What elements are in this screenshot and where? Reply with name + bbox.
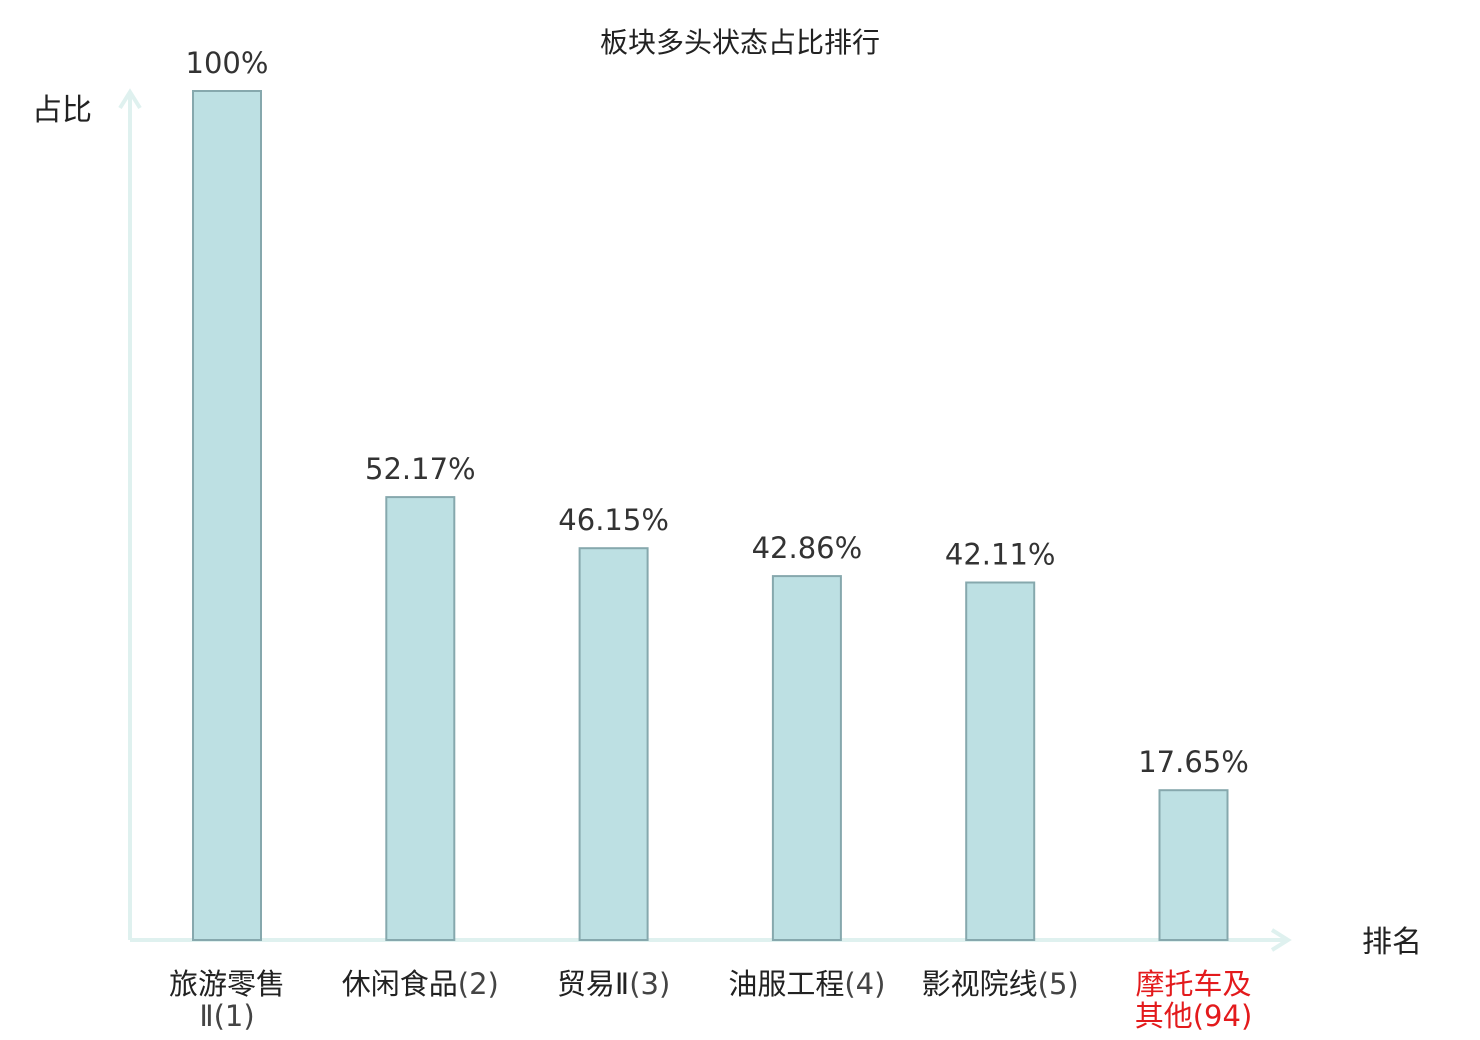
category-label: Ⅱ(1) xyxy=(199,999,254,1033)
bar xyxy=(192,90,262,941)
category-name: 其他 xyxy=(1135,999,1193,1033)
bar-value-label: 100% xyxy=(186,46,269,80)
y-axis-title: 占比 xyxy=(32,93,92,128)
category-rank: (4) xyxy=(844,967,885,1001)
axes xyxy=(118,88,1292,952)
bar xyxy=(385,496,456,941)
category-rank: (3) xyxy=(629,967,670,1001)
category-label: 休闲食品(2) xyxy=(342,967,499,1001)
category-name: 休闲食品 xyxy=(342,967,458,1001)
bar-value-label: 42.11% xyxy=(945,538,1056,572)
x-axis-arrow xyxy=(1270,928,1292,952)
y-axis-arrow xyxy=(118,88,142,110)
category-label: 贸易Ⅱ(3) xyxy=(557,967,670,1001)
category-rank: (2) xyxy=(458,967,499,1001)
category-label: 摩托车及 xyxy=(1135,967,1251,1001)
category-name: 摩托车及 xyxy=(1135,967,1251,1001)
category-rank: (94) xyxy=(1193,999,1253,1033)
category-name: 影视院线 xyxy=(922,967,1038,1001)
x-axis-title: 排名 xyxy=(1362,925,1422,960)
chart-title: 板块多头状态占比排行 xyxy=(600,26,880,59)
bar-value-label: 46.15% xyxy=(558,503,669,537)
bar-value-label: 17.65% xyxy=(1138,745,1249,779)
category-label: 影视院线(5) xyxy=(922,967,1079,1001)
bar xyxy=(578,547,649,941)
category-label: 其他(94) xyxy=(1135,999,1253,1033)
bar xyxy=(965,581,1036,941)
bars-group xyxy=(192,90,1229,942)
value-labels-group: 100% 52.17% 46.15% 42.86% 42.11% 17.65% xyxy=(186,46,1249,779)
bar-value-label: 52.17% xyxy=(365,452,476,486)
bar xyxy=(1158,789,1229,942)
category-name: 贸易Ⅱ xyxy=(557,967,629,1001)
category-name: Ⅱ xyxy=(199,999,213,1033)
category-label: 油服工程(4) xyxy=(728,967,885,1001)
category-name: 油服工程 xyxy=(728,967,844,1001)
bar xyxy=(771,575,842,941)
category-name: 旅游零售 xyxy=(169,967,285,1001)
category-rank: (5) xyxy=(1038,967,1079,1001)
category-label: 旅游零售 xyxy=(169,967,285,1001)
bar-value-label: 42.86% xyxy=(752,531,863,565)
category-rank: (1) xyxy=(214,999,255,1033)
